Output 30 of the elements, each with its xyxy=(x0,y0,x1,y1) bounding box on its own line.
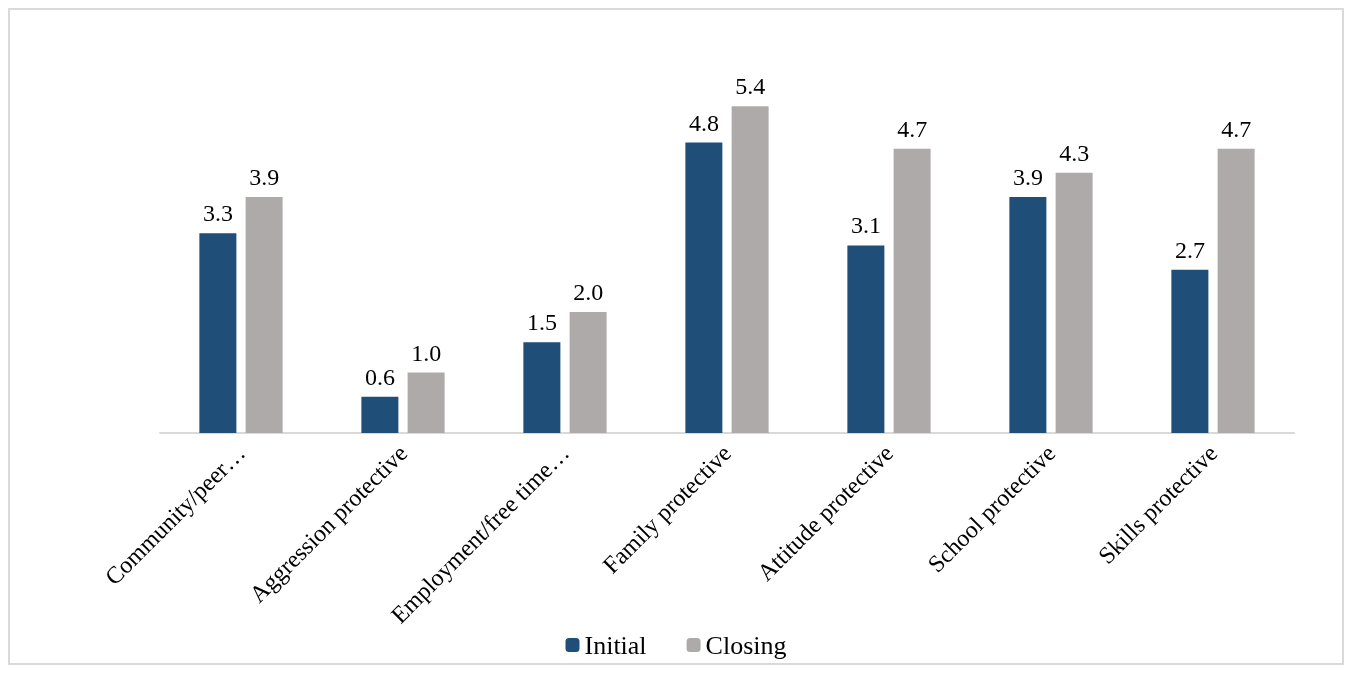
bar xyxy=(1055,172,1093,433)
bar xyxy=(685,142,723,433)
data-label: 2.7 xyxy=(1174,236,1205,263)
bar xyxy=(893,148,931,433)
data-label: 1.5 xyxy=(526,309,557,336)
data-label: 4.3 xyxy=(1059,139,1090,166)
bar xyxy=(361,396,399,433)
data-label: 4.8 xyxy=(688,109,719,136)
bar xyxy=(1009,197,1047,433)
data-label: 3.3 xyxy=(202,200,233,227)
bar xyxy=(1217,148,1255,433)
data-label: 2.0 xyxy=(573,279,604,305)
bar xyxy=(245,197,283,433)
data-label: 4.7 xyxy=(1221,115,1252,142)
data-label: 3.9 xyxy=(1012,164,1043,191)
data-label: 1.0 xyxy=(411,339,442,366)
legend-label: Closing xyxy=(705,630,787,660)
data-label: 3.1 xyxy=(850,212,881,239)
data-label: 4.7 xyxy=(897,115,928,142)
bar xyxy=(569,312,607,433)
bar xyxy=(199,233,237,433)
legend-label: Initial xyxy=(584,630,647,660)
bar xyxy=(407,372,445,433)
data-label: 3.9 xyxy=(249,164,280,191)
data-label: 5.4 xyxy=(735,73,766,100)
bar xyxy=(731,106,769,433)
bar xyxy=(523,342,561,433)
data-label: 0.6 xyxy=(364,363,395,390)
bar xyxy=(847,245,885,433)
bar xyxy=(1171,269,1209,433)
